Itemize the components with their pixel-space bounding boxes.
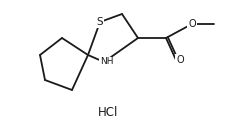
Text: S: S — [96, 17, 103, 27]
Text: O: O — [175, 55, 183, 65]
Text: HCl: HCl — [97, 106, 118, 119]
Text: O: O — [187, 19, 195, 29]
Text: NH: NH — [100, 57, 113, 67]
